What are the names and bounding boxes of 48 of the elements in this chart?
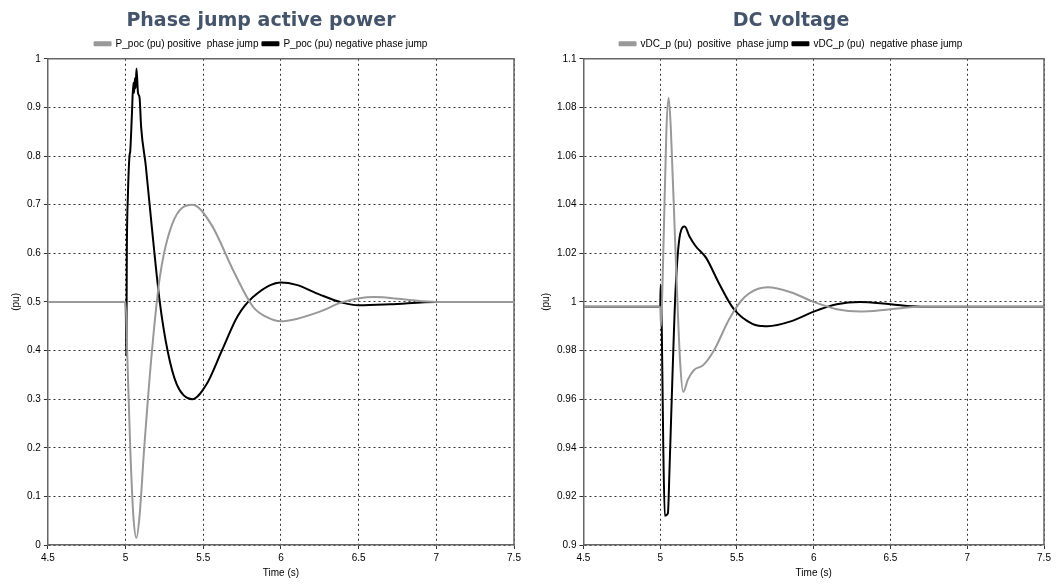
y-tick-label: 0.98 <box>556 344 577 356</box>
y-tick-label: 0.7 <box>27 198 42 210</box>
x-tick-label: 6 <box>810 551 817 563</box>
x-tick-label: 4.5 <box>576 551 591 563</box>
y-tick-label: 0.5 <box>27 295 42 307</box>
chart-title: DC voltage <box>732 8 850 31</box>
y-axis-title: (pu) <box>539 293 551 311</box>
y-tick-label: 0.8 <box>27 149 42 161</box>
x-tick-label: 6 <box>278 551 285 563</box>
x-tick-label: 4.5 <box>40 551 56 563</box>
x-tick-label: 7 <box>964 551 971 563</box>
x-tick-label: 7.5 <box>507 551 522 563</box>
x-tick-label: 5.5 <box>730 551 745 563</box>
line-series <box>47 203 514 539</box>
legend-label: vDC_p (pu) positive phase jump <box>640 37 789 49</box>
y-tick-label: 0.9 <box>27 101 42 113</box>
legend-label: vDC_p (pu) negative phase jump <box>813 37 963 49</box>
x-tick-label: 5 <box>657 551 664 563</box>
y-axis-title: (pu) <box>9 293 21 311</box>
line-series <box>583 96 1044 393</box>
y-tick-label: 1.06 <box>556 149 577 161</box>
y-tick-label: 0.92 <box>556 490 577 502</box>
x-axis-title: Time (s) <box>262 566 300 578</box>
y-tick-label: 0.6 <box>27 247 42 259</box>
y-tick-label: 0.1 <box>27 490 42 502</box>
y-tick-label: 1.04 <box>556 198 577 210</box>
x-tick-label: 5.5 <box>196 551 211 563</box>
chart-title: Phase jump active power <box>126 8 397 31</box>
y-tick-label: 1 <box>35 52 42 64</box>
y-tick-label: 1.1 <box>562 52 577 64</box>
y-tick-label: 0.9 <box>562 538 577 550</box>
x-tick-label: 7.5 <box>1037 551 1052 563</box>
x-tick-label: 7 <box>433 551 440 563</box>
y-tick-label: 1.02 <box>556 247 577 259</box>
x-tick-label: 6.5 <box>883 551 898 563</box>
y-tick-label: 0.94 <box>556 441 577 453</box>
y-tick-label: 0.3 <box>27 392 42 404</box>
y-tick-label: 0.2 <box>27 441 42 453</box>
x-axis-title: Time (s) <box>795 566 832 578</box>
y-tick-label: 0 <box>35 538 42 550</box>
legend-label: P_poc (pu) positive phase jump <box>115 37 259 49</box>
x-tick-label: 5 <box>122 551 129 563</box>
x-tick-label: 6.5 <box>351 551 367 563</box>
y-tick-label: 1 <box>570 295 577 307</box>
y-tick-label: 0.4 <box>27 344 42 356</box>
legend-label: P_poc (pu) negative phase jump <box>283 37 428 49</box>
y-tick-label: 0.96 <box>556 392 577 404</box>
y-tick-label: 1.08 <box>556 101 577 113</box>
